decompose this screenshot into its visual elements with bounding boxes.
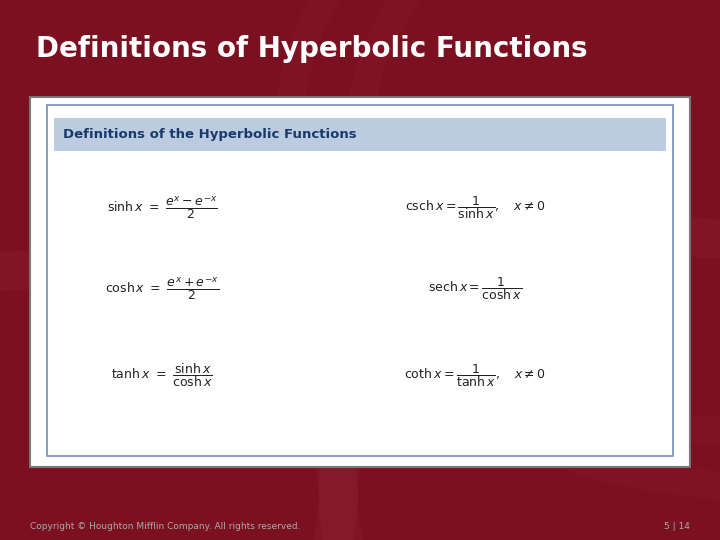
Text: $\sinh x \ = \ \dfrac{e^x - e^{-x}}{2}$: $\sinh x \ = \ \dfrac{e^x - e^{-x}}{2}$	[107, 194, 217, 221]
FancyBboxPatch shape	[47, 105, 673, 456]
Text: 5 | 14: 5 | 14	[664, 522, 690, 531]
Text: $\tanh x \ = \ \dfrac{\sinh x}{\cosh x}$: $\tanh x \ = \ \dfrac{\sinh x}{\cosh x}$	[111, 361, 213, 389]
Text: Copyright © Houghton Mifflin Company. All rights reserved.: Copyright © Houghton Mifflin Company. Al…	[30, 522, 301, 531]
Text: Definitions of the Hyperbolic Functions: Definitions of the Hyperbolic Functions	[63, 128, 356, 141]
Text: $\coth x = \dfrac{1}{\tanh x}, \quad x \neq 0$: $\coth x = \dfrac{1}{\tanh x}, \quad x \…	[404, 362, 546, 389]
Text: $\mathrm{sech}\, x = \dfrac{1}{\cosh x}$: $\mathrm{sech}\, x = \dfrac{1}{\cosh x}$	[428, 275, 522, 302]
FancyBboxPatch shape	[54, 118, 666, 151]
Text: $\mathrm{csch}\, x = \dfrac{1}{\sinh x}, \quad x \neq 0$: $\mathrm{csch}\, x = \dfrac{1}{\sinh x},…	[405, 194, 545, 221]
Text: $\cosh x \ = \ \dfrac{e^x + e^{-x}}{2}$: $\cosh x \ = \ \dfrac{e^x + e^{-x}}{2}$	[105, 275, 219, 302]
FancyBboxPatch shape	[30, 97, 690, 467]
Text: Definitions of Hyperbolic Functions: Definitions of Hyperbolic Functions	[36, 35, 588, 63]
